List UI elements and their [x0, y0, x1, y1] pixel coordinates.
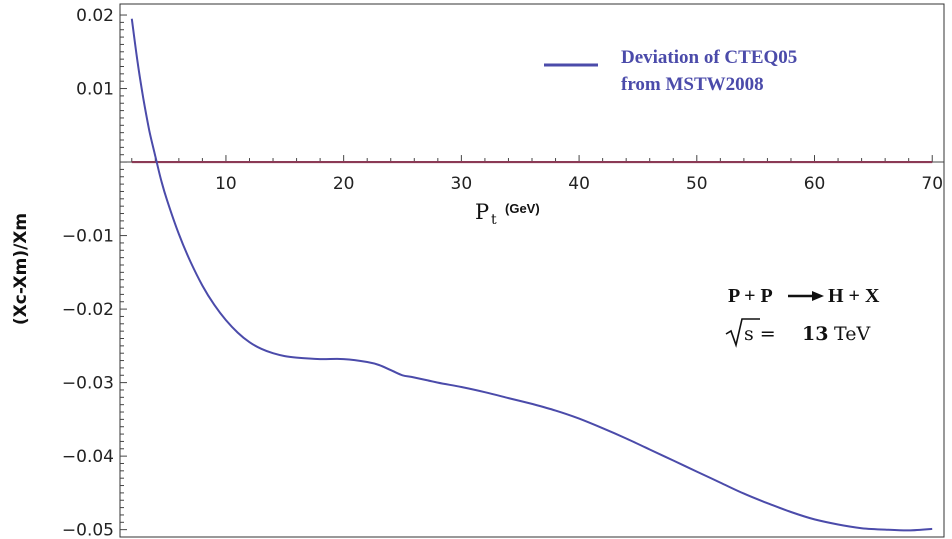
legend-label-line-1: Deviation of CTEQ05 — [621, 47, 797, 68]
x-tick-label: 60 — [804, 174, 826, 194]
y-tick-label: −0.04 — [62, 447, 114, 467]
x-tick-label: 30 — [451, 174, 473, 194]
energy-value: 13 — [802, 323, 828, 345]
sqrt-icon — [725, 318, 760, 348]
arrowhead-icon — [812, 291, 824, 301]
annotation-energy: s = 13 TeV — [725, 318, 870, 348]
legend: Deviation of CTEQ05 from MSTW2008 — [544, 47, 797, 95]
y-tick-label: −0.03 — [62, 374, 114, 394]
x-axis-label-main: P — [475, 200, 489, 224]
annotation-reaction: P + P H + X — [728, 285, 880, 307]
x-tick-label: 70 — [921, 174, 943, 194]
plot-frame — [119, 3, 945, 538]
x-axis-label-unit: (GeV) — [505, 201, 540, 216]
x-tick-label: 20 — [333, 174, 355, 194]
x-axis: 10 20 30 40 50 60 70 — [120, 155, 944, 194]
energy-prefix: s = — [744, 323, 776, 345]
energy-unit: TeV — [834, 323, 870, 345]
x-axis-label-subscript: t — [491, 212, 497, 228]
series-line-deviation — [130, 18, 933, 532]
reaction-final-state: H + X — [828, 285, 880, 307]
y-axis: 0.02 0.01 −0.01 −0.02 −0.03 −0.04 −0.05 — [62, 6, 127, 539]
y-tick-label: 0.02 — [76, 6, 114, 26]
y-tick-label: 0.01 — [76, 80, 114, 100]
reaction-initial-state: P + P — [728, 285, 773, 307]
y-tick-label: −0.01 — [62, 227, 114, 247]
x-axis-label: P t (GeV) — [475, 200, 540, 228]
y-tick-label: −0.02 — [62, 300, 114, 320]
legend-label-line-2: from MSTW2008 — [621, 74, 764, 95]
y-tick-label: −0.05 — [62, 521, 114, 539]
x-tick-label: 50 — [686, 174, 708, 194]
y-axis-label: (Xc-Xm)/Xm — [11, 213, 31, 325]
x-tick-label: 10 — [215, 174, 237, 194]
x-tick-label: 40 — [568, 174, 590, 194]
